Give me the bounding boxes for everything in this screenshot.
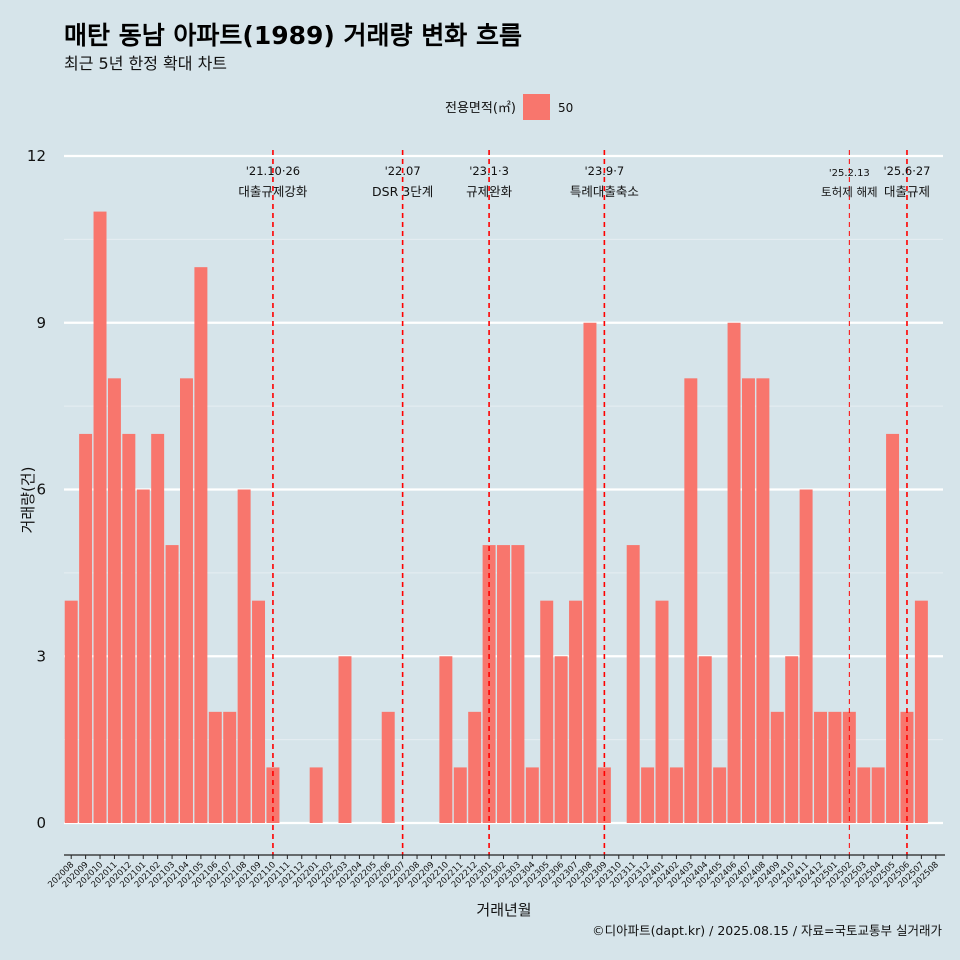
legend-label: 50	[558, 101, 573, 115]
bar	[814, 711, 828, 823]
bar	[842, 711, 856, 823]
event-label: 토허제 해제	[821, 185, 878, 199]
bars	[64, 211, 928, 824]
bar	[511, 545, 525, 823]
bar	[698, 656, 712, 823]
y-tick-label: 9	[36, 314, 46, 332]
event-date: '21.10·26	[246, 164, 300, 178]
bar	[626, 545, 640, 823]
bar	[900, 711, 914, 823]
x-axis: 2020082020092020102020112020122021012021…	[46, 854, 945, 890]
event-date: '25.6·27	[883, 164, 930, 178]
legend: 전용면적(㎡) 50	[445, 94, 573, 120]
bar	[79, 433, 93, 823]
y-tick-label: 3	[36, 647, 46, 665]
bar	[914, 600, 928, 823]
bar	[785, 656, 799, 823]
bar	[857, 767, 871, 823]
bar	[381, 711, 395, 823]
event-label: 규제완화	[466, 184, 513, 199]
bar	[770, 711, 784, 823]
caption: ©디아파트(dapt.kr) / 2025.08.15 / 자료=국토교통부 실…	[592, 923, 942, 938]
bar	[122, 433, 136, 823]
bar	[266, 767, 280, 823]
bar	[223, 711, 237, 823]
bar	[165, 545, 179, 823]
bar	[799, 489, 813, 823]
bar	[756, 378, 770, 823]
bar	[583, 322, 597, 823]
bar	[107, 378, 121, 823]
bar	[453, 767, 467, 823]
y-tick-label: 0	[36, 814, 46, 832]
bar	[179, 378, 193, 823]
legend-swatch	[523, 94, 550, 120]
event-date: '25.2.13	[829, 168, 870, 179]
event-label: 대출규제강화	[238, 184, 308, 199]
bar	[338, 656, 352, 823]
bar	[655, 600, 669, 823]
y-axis-ticks: 0 3 6 9 12	[27, 147, 46, 832]
bar	[525, 767, 539, 823]
bar	[641, 767, 655, 823]
event-date: '22.07	[385, 164, 421, 178]
bar	[208, 711, 222, 823]
y-tick-label: 12	[27, 147, 46, 165]
bar	[871, 767, 885, 823]
bar	[540, 600, 554, 823]
bar	[741, 378, 755, 823]
y-axis-title: 거래량(건)	[19, 467, 37, 534]
bar	[237, 489, 251, 823]
event-markers: '21.10·26 대출규제강화 '22.07 DSR 3단계 '23.1·3 규제완화 '…	[238, 150, 931, 855]
bar	[194, 267, 208, 824]
event-label: 대출규제	[884, 184, 930, 199]
bar	[713, 767, 727, 823]
bar	[136, 489, 150, 823]
event-date: '23.9·7	[584, 164, 624, 178]
bar	[93, 211, 107, 824]
bar	[468, 711, 482, 823]
bar	[669, 767, 683, 823]
bar	[309, 767, 323, 823]
event-label: DSR 3단계	[372, 184, 433, 199]
bar	[684, 378, 698, 823]
legend-title: 전용면적(㎡)	[445, 101, 516, 116]
bar	[497, 545, 510, 823]
bar	[252, 600, 266, 823]
event-label: 특례대출축소	[570, 184, 639, 199]
bar	[727, 322, 741, 823]
bar	[439, 656, 453, 823]
bar	[151, 433, 165, 823]
bar	[886, 433, 900, 823]
bar	[554, 656, 568, 823]
bar	[828, 711, 842, 823]
bar	[64, 600, 78, 823]
chart-title: 매탄 동남 아파트(1989) 거래량 변화 흐름	[64, 21, 522, 50]
event-date: '23.1·3	[469, 164, 509, 178]
bar	[569, 600, 583, 823]
bar	[597, 767, 611, 823]
y-tick-label: 6	[36, 481, 46, 499]
chart-subtitle: 최근 5년 한정 확대 차트	[64, 54, 227, 73]
x-axis-title: 거래년월	[476, 901, 531, 919]
